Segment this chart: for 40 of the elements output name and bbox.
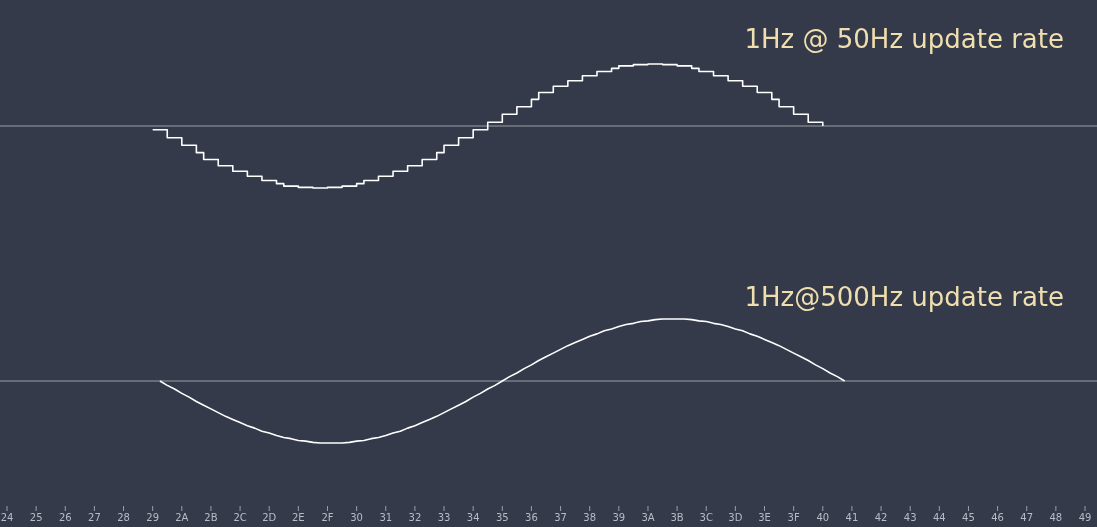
x-tick-label: 41 [845,512,859,523]
x-tick-label: 37 [554,512,567,523]
x-tick-label: 29 [146,512,160,523]
x-tick-label: 31 [379,512,393,523]
x-tick-label: 3F [787,512,800,523]
x-tick-label: 3E [758,512,771,523]
x-tick-label: 26 [58,512,72,523]
x-tick-label: 2C [233,512,247,523]
x-tick-label: 3A [641,512,655,523]
x-tick-label: 2A [175,512,189,523]
x-tick-label: 28 [117,512,130,523]
x-tick-label: 44 [932,512,946,523]
x-tick-label: 3C [699,512,713,523]
chart-title: 1Hz @ 50Hz update rate [744,24,1064,54]
x-tick-label: 39 [612,512,626,523]
x-tick-label: 46 [991,512,1004,523]
x-tick-label: 24 [0,512,14,523]
x-tick-label: 35 [495,512,509,523]
x-tick-label: 2E [292,512,305,523]
x-tick-label: 47 [1020,512,1034,523]
x-tick-label: 3B [670,512,684,523]
x-tick-label: 34 [466,512,480,523]
chart-title: 1Hz@500Hz update rate [744,282,1064,312]
x-tick-label: 2D [262,512,277,523]
x-tick-label: 43 [903,512,917,523]
x-tick-label: 32 [408,512,422,523]
x-tick-label: 40 [816,512,830,523]
x-tick-label: 2B [204,512,218,523]
x-tick-label: 3D [728,512,743,523]
x-tick-label: 2F [321,512,334,523]
x-tick-label: 36 [525,512,538,523]
x-tick-label: 49 [1078,512,1092,523]
x-tick-label: 48 [1049,512,1063,523]
x-tick-label: 30 [350,512,363,523]
x-tick-label: 25 [29,512,43,523]
x-tick-label: 45 [962,512,975,523]
x-tick-label: 27 [88,512,101,523]
x-tick-label: 33 [437,512,451,523]
x-tick-label: 42 [874,512,888,523]
x-tick-label: 38 [583,512,597,523]
